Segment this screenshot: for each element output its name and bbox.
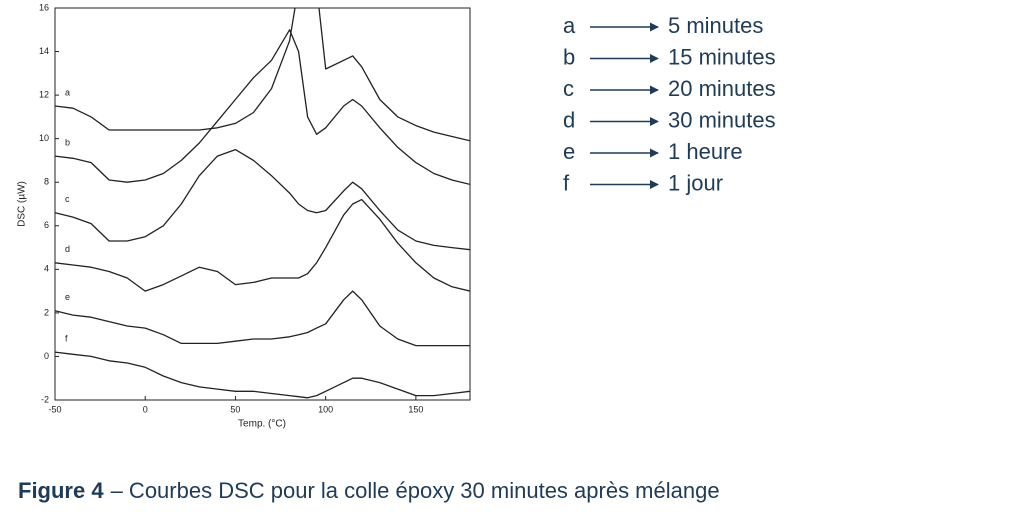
legend-letter: f bbox=[563, 170, 570, 195]
x-tick-label: 0 bbox=[143, 404, 148, 414]
dsc-curve bbox=[55, 148, 470, 251]
x-tick-label: -50 bbox=[48, 404, 61, 414]
curve-label: a bbox=[65, 87, 70, 97]
dsc-curve bbox=[55, 29, 470, 186]
y-tick-label: 14 bbox=[39, 46, 49, 56]
caption-label: Figure 4 bbox=[18, 478, 104, 503]
legend-letter: b bbox=[563, 44, 575, 69]
curve-label: e bbox=[65, 292, 70, 302]
caption-text: – Courbes DSC pour la colle époxy 30 min… bbox=[111, 478, 720, 503]
dsc-curve bbox=[55, 198, 470, 292]
y-tick-label: 0 bbox=[44, 351, 49, 361]
legend-letter: a bbox=[563, 13, 576, 38]
curve-label: d bbox=[65, 244, 70, 254]
legend-letter: c bbox=[563, 76, 574, 101]
legend-letter: e bbox=[563, 139, 575, 164]
curve-label: f bbox=[65, 333, 68, 343]
legend-text: 30 minutes bbox=[668, 107, 776, 132]
y-tick-label: 16 bbox=[39, 2, 49, 12]
y-tick-label: 8 bbox=[44, 177, 49, 187]
legend-text: 1 heure bbox=[668, 139, 743, 164]
curve-label: b bbox=[65, 137, 70, 147]
legend-letter: d bbox=[563, 107, 575, 132]
plot-area bbox=[55, 8, 470, 399]
x-tick-label: 100 bbox=[318, 404, 333, 414]
caption: Figure 4 – Courbes DSC pour la colle épox… bbox=[18, 478, 720, 503]
curve-label: c bbox=[65, 194, 70, 204]
x-tick-label: 150 bbox=[408, 404, 423, 414]
y-axis-label: DSC (µW) bbox=[17, 181, 28, 227]
legend-text: 1 jour bbox=[668, 170, 723, 195]
y-tick-label: 6 bbox=[44, 220, 49, 230]
legend-text: 15 minutes bbox=[668, 44, 776, 69]
y-tick-label: 12 bbox=[39, 89, 49, 99]
y-tick-label: 4 bbox=[44, 264, 49, 274]
x-axis-label: Temp. (°C) bbox=[238, 419, 286, 430]
y-tick-label: 2 bbox=[44, 307, 49, 317]
plot-frame bbox=[54, 7, 471, 401]
y-tick-label: -2 bbox=[41, 394, 49, 404]
y-tick-label: 10 bbox=[39, 133, 49, 143]
x-tick-label: 50 bbox=[230, 404, 240, 414]
dsc-curve bbox=[55, 290, 470, 347]
legend-text: 20 minutes bbox=[668, 76, 776, 101]
dsc-curve bbox=[55, 8, 470, 142]
dsc-curve bbox=[55, 351, 470, 399]
legend-text: 5 minutes bbox=[668, 13, 763, 38]
